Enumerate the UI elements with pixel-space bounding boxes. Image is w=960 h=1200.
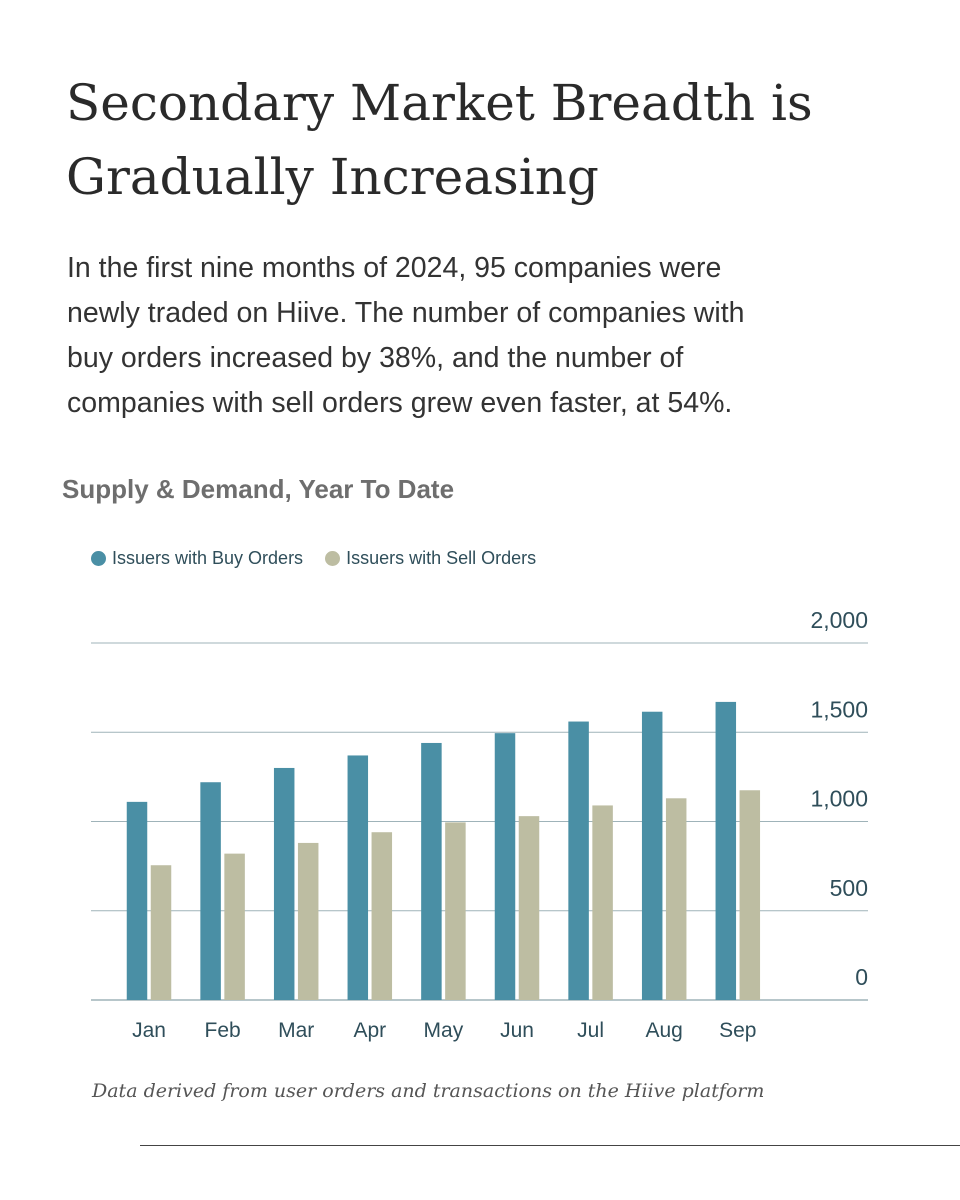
source-note: Data derived from user orders and transa…	[92, 1080, 765, 1102]
legend-item-buy: Issuers with Buy Orders	[91, 548, 303, 569]
footer-divider	[140, 1145, 960, 1146]
bar-sell-aug	[665, 798, 687, 1000]
x-tick-label-feb: Feb	[205, 1019, 241, 1042]
bar-buy-jul	[568, 721, 589, 1000]
bar-sell-apr	[371, 832, 393, 1000]
x-tick-label-may: May	[424, 1019, 464, 1042]
bar-buy-feb	[200, 782, 221, 1000]
bar-buy-aug	[641, 711, 663, 1000]
x-tick-label-jul: Jul	[577, 1019, 604, 1042]
bar-buy-sep	[715, 701, 737, 1000]
x-tick-label-jun: Jun	[500, 1019, 534, 1042]
bar-sell-jul	[592, 805, 613, 1000]
headline-line-2: Gradually Increasing	[66, 148, 599, 206]
bar-sell-mar	[297, 842, 319, 1000]
intro-line-1: In the first nine months of 2024, 95 com…	[67, 252, 722, 284]
bar-sell-sep	[739, 790, 761, 1000]
x-tick-label-jan: Jan	[132, 1019, 166, 1042]
chart-title: Supply & Demand, Year To Date	[62, 474, 455, 504]
intro-line-3: buy orders increased by 38%, and the num…	[67, 342, 684, 374]
x-tick-label-apr: Apr	[353, 1019, 386, 1042]
headline: Secondary Market Breadth is Gradually In…	[66, 66, 906, 214]
x-tick-label-mar: Mar	[278, 1019, 314, 1042]
y-tick-label-0: 0	[855, 964, 868, 990]
bar-sell-feb	[224, 853, 245, 1000]
intro-line-4: companies with sell orders grew even fas…	[67, 387, 733, 419]
bar-sell-jan	[150, 865, 172, 1000]
y-tick-label-1000: 1,000	[810, 786, 868, 812]
y-tick-label-1500: 1,500	[810, 696, 868, 722]
legend-label-sell: Issuers with Sell Orders	[346, 548, 537, 568]
chart-legend: Issuers with Buy Orders Issuers with Sel…	[91, 548, 558, 569]
bar-buy-jan	[126, 801, 148, 1000]
legend-swatch-sell	[325, 551, 341, 566]
bar-buy-jun	[494, 733, 516, 1000]
y-tick-label-500: 500	[830, 875, 868, 901]
x-tick-label-aug: Aug	[646, 1019, 683, 1042]
legend-swatch-buy	[91, 551, 106, 566]
bar-sell-jun	[518, 816, 540, 1000]
bar-buy-may	[421, 742, 442, 1000]
y-tick-label-2000: 2,000	[810, 607, 868, 633]
bar-chart: 0 500 1,000 1,500 2,000 Jan Feb Mar Apr May Jun Jul…	[91, 607, 868, 1042]
bar-buy-mar	[273, 767, 295, 1000]
headline-line-1: Secondary Market Breadth is	[66, 74, 813, 132]
bar-sell-may	[445, 822, 466, 1000]
intro-line-2: newly traded on Hiive. The number of com…	[67, 297, 745, 329]
bar-buy-apr	[347, 755, 369, 1000]
intro-paragraph: In the first nine months of 2024, 95 com…	[67, 246, 927, 426]
legend-label-buy: Issuers with Buy Orders	[112, 548, 304, 568]
x-tick-label-sep: Sep	[719, 1019, 756, 1042]
legend-item-sell: Issuers with Sell Orders	[325, 548, 536, 569]
